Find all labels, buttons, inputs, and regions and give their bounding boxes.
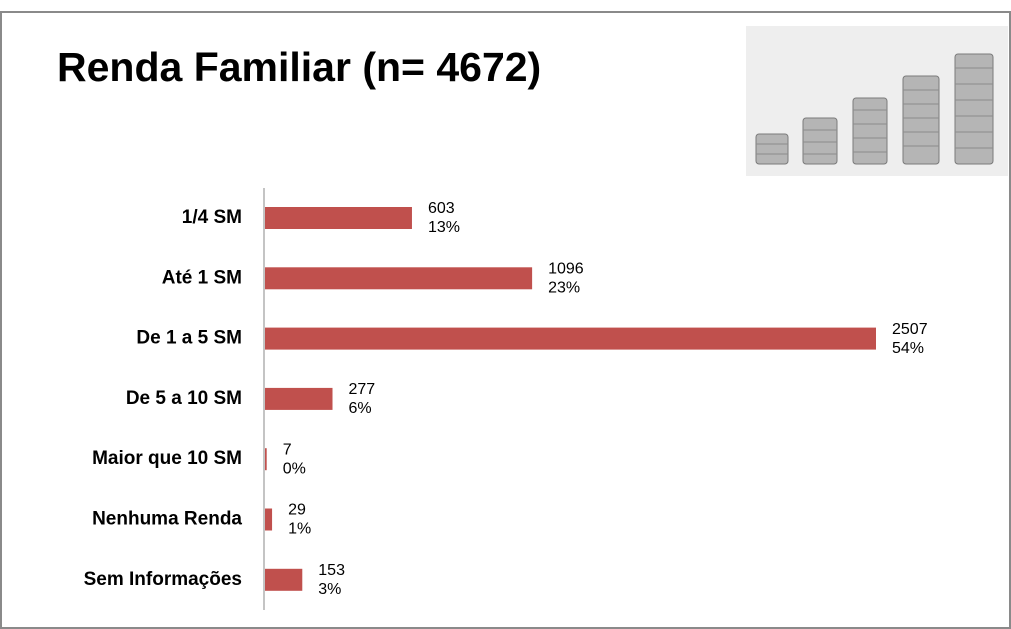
category-label: Até 1 SM (162, 267, 242, 288)
value-label: 153 (318, 562, 345, 579)
value-label: 277 (349, 381, 376, 398)
percent-label: 1% (288, 521, 311, 538)
value-label: 29 (288, 502, 306, 519)
bar (265, 448, 267, 471)
value-label: 7 (283, 441, 292, 458)
category-label: Sem Informações (84, 569, 242, 590)
bar (265, 387, 333, 410)
chart-title: Renda Familiar (n= 4672) (57, 44, 541, 90)
value-label: 2507 (892, 321, 928, 338)
percent-label: 13% (428, 219, 460, 236)
category-label: Maior que 10 SM (92, 448, 242, 469)
percent-label: 0% (283, 460, 306, 477)
coins-photo (746, 26, 1008, 176)
percent-label: 3% (318, 581, 341, 598)
bar (265, 508, 273, 531)
category-label: Nenhuma Renda (92, 509, 242, 530)
bar (265, 327, 876, 350)
percent-label: 6% (349, 400, 372, 417)
value-label: 1096 (548, 261, 584, 278)
category-label: 1/4 SM (182, 207, 242, 228)
bar (265, 207, 412, 229)
bar (265, 267, 533, 290)
percent-label: 23% (548, 280, 580, 297)
percent-label: 54% (892, 340, 924, 357)
category-label: De 5 a 10 SM (126, 388, 242, 409)
value-label: 603 (428, 200, 455, 217)
bar (265, 568, 303, 591)
category-label: De 1 a 5 SM (136, 328, 242, 349)
